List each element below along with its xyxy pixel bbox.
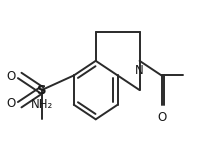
- Text: O: O: [157, 111, 166, 124]
- Text: N: N: [135, 64, 144, 77]
- Text: O: O: [7, 97, 16, 110]
- Text: O: O: [7, 70, 16, 83]
- Text: S: S: [37, 84, 46, 97]
- Text: NH₂: NH₂: [31, 98, 53, 111]
